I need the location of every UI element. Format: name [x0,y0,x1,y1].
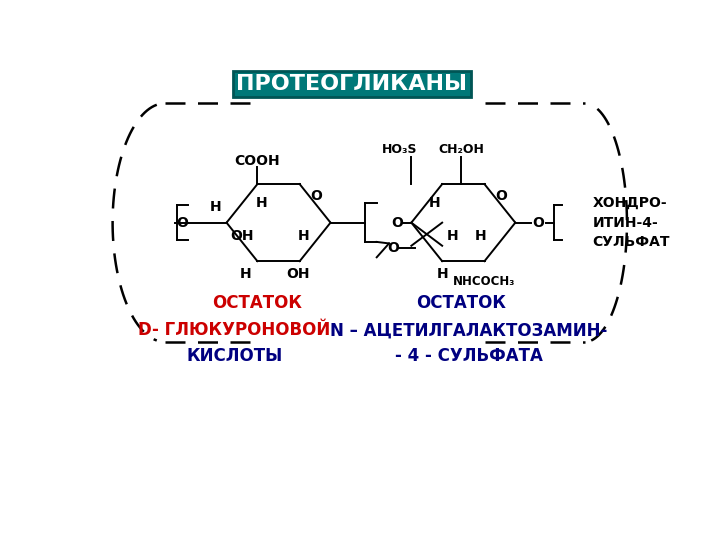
Text: H: H [210,200,221,214]
Text: H: H [240,267,251,281]
Text: ОСТАТОК: ОСТАТОК [212,294,302,313]
Text: H: H [474,229,487,243]
Text: H: H [256,197,267,211]
Text: ХОНДРО-
ИТИН-4-
СУЛЬФАТ: ХОНДРО- ИТИН-4- СУЛЬФАТ [593,196,670,249]
Text: - 4 - СУЛЬФАТА: - 4 - СУЛЬФАТА [395,347,543,365]
Text: O: O [176,215,189,230]
Text: O: O [387,241,400,255]
Text: NHCOCH₃: NHCOCH₃ [454,275,516,288]
Text: D- ГЛЮКУРОНОВОЙ: D- ГЛЮКУРОНОВОЙ [138,321,330,340]
Text: O: O [311,188,323,202]
FancyBboxPatch shape [233,71,471,97]
Text: ПРОТЕОГЛИКАНЫ: ПРОТЕОГЛИКАНЫ [236,74,467,94]
Text: CH₂OH: CH₂OH [438,143,485,156]
Text: OH: OH [230,229,253,243]
Text: N – АЦЕТИЛГАЛАКТОЗАМИН-: N – АЦЕТИЛГАЛАКТОЗАМИН- [330,321,608,340]
Text: КИСЛОТЫ: КИСЛОТЫ [186,347,282,365]
Text: H: H [436,267,448,281]
Text: H: H [446,229,458,243]
Text: O: O [533,215,544,230]
Text: COOH: COOH [235,154,280,168]
Text: OH: OH [287,267,310,281]
Text: O: O [391,215,402,230]
Text: H: H [428,197,440,211]
Text: O: O [495,188,508,202]
Text: H: H [298,229,310,243]
Text: HO₃S: HO₃S [382,143,418,156]
Text: ОСТАТОК: ОСТАТОК [416,294,506,313]
